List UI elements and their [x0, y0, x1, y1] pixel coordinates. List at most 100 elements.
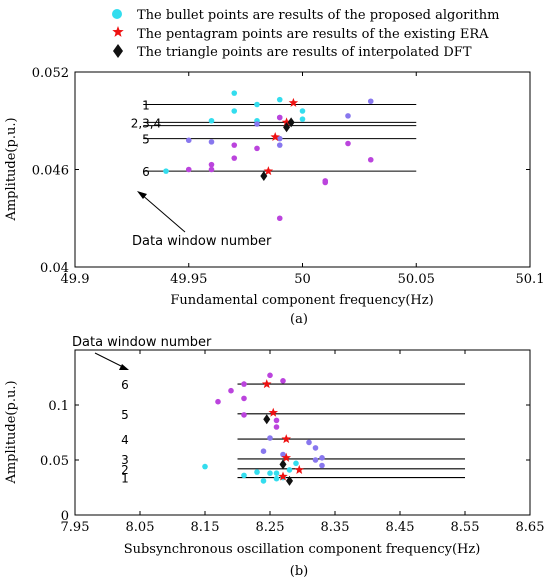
data-point-dot — [293, 460, 299, 467]
data-point-dot — [185, 137, 192, 144]
data-point-star — [281, 434, 292, 444]
data-point-star — [270, 132, 280, 142]
data-point-dot — [202, 463, 208, 470]
x-tick-label: 49.95 — [170, 272, 207, 287]
chart-panel-a: 12,3,456 49.9 49.95 50 50.05 50.1 0.040.0460… — [4, 66, 544, 327]
data-point-dot — [208, 166, 215, 173]
data-point-dot — [299, 108, 306, 114]
data-point-dot — [299, 116, 306, 122]
data-point-diamond — [263, 414, 271, 425]
window-number-label: 5 — [121, 408, 129, 422]
data-point-star — [261, 379, 272, 389]
data-point-dot — [312, 457, 319, 463]
data-point-dot — [273, 417, 280, 424]
legend-item-era: The pentagram points are results of the … — [112, 26, 489, 42]
window-number-label: 2,3,4 — [131, 116, 162, 130]
x-tick-label: 8.25 — [256, 520, 285, 535]
window-number-label: 1 — [121, 472, 129, 486]
x-tick-label: 8.15 — [191, 520, 220, 535]
plot-frame-b — [74, 349, 531, 516]
data-point-dot — [273, 424, 280, 430]
y-tick-label: 0.05 — [40, 454, 69, 469]
legend-label-proposed: The bullet points are results of the pro… — [137, 8, 499, 23]
data-point-star — [281, 452, 292, 462]
window-number-label: 5 — [142, 133, 150, 147]
data-point-dot — [306, 439, 312, 446]
data-point-dot — [280, 451, 286, 458]
x-tick-label: 50.1 — [516, 272, 545, 287]
window-number-label: 4 — [121, 433, 129, 447]
data-point-dot — [267, 470, 273, 477]
legend-label-era: The pentagram points are results of the … — [137, 27, 489, 42]
data-point-dot — [367, 156, 374, 163]
data-point-dot — [367, 98, 374, 105]
x-tick-label: 50.05 — [398, 272, 435, 287]
annotation-arrowhead-b — [119, 364, 129, 370]
data-point-dot — [254, 145, 260, 152]
window-number-label: 6 — [121, 378, 129, 392]
legend-label-dft: The triangle points are results of inter… — [137, 45, 472, 60]
data-point-dot — [267, 435, 273, 441]
data-point-dot — [208, 139, 215, 145]
data-point-dot — [215, 398, 221, 405]
data-point-dot — [322, 179, 329, 186]
annotation-a: Data window number — [132, 191, 272, 249]
data-point-dot — [267, 372, 273, 379]
data-point-dot — [241, 472, 247, 479]
data-point-dot — [254, 101, 260, 108]
x-axis-label-a: Fundamental component frequency(Hz) — [170, 293, 433, 308]
data-point-dot — [276, 96, 283, 103]
legend: The bullet points are results of the pro… — [112, 8, 499, 60]
legend-item-proposed: The bullet points are results of the pro… — [112, 8, 499, 23]
data-point-diamond — [286, 475, 293, 486]
x-tick-label: 8.55 — [451, 520, 480, 535]
data-point-star — [263, 166, 274, 176]
data-point-dot — [273, 470, 280, 477]
data-point-dot — [163, 168, 169, 174]
annotation-arrow-line-b — [94, 352, 126, 369]
x-tick-label: 7.95 — [61, 520, 90, 535]
data-point-dot — [260, 478, 267, 484]
panel-caption-a: (a) — [290, 312, 308, 327]
data-point-dot — [276, 215, 283, 222]
annotation-text-b: Data window number — [72, 335, 212, 350]
data-point-dot — [231, 155, 238, 161]
data-point-dot — [231, 108, 238, 114]
annotation-arrowhead-a — [137, 191, 147, 199]
x-ticks-a: 49.9 49.95 50 50.05 50.1 — [61, 72, 545, 287]
data-point-dot — [276, 114, 283, 121]
y-tick-label: 0.046 — [32, 164, 69, 179]
data-point-dot — [241, 412, 247, 418]
data-point-star — [294, 464, 305, 474]
x-tick-label: 8.35 — [321, 520, 350, 535]
data-point-star — [278, 471, 288, 481]
data-point-diamond — [260, 171, 268, 181]
data-point-diamond — [283, 122, 291, 133]
data-point-dot — [276, 142, 283, 148]
data-point-dot — [254, 469, 260, 475]
legend-star-marker — [112, 26, 124, 37]
data-point-dot — [241, 381, 247, 387]
y-tick-label: 0 — [61, 509, 69, 524]
annotation-b: Data window number — [72, 335, 212, 370]
data-point-dot — [345, 140, 351, 147]
legend-item-dft: The triangle points are results of inter… — [113, 44, 472, 60]
data-point-dot — [228, 387, 234, 394]
y-tick-label: 0.04 — [40, 261, 69, 276]
data-point-dot — [286, 467, 293, 473]
data-point-dot — [276, 135, 283, 142]
data-point-star — [288, 97, 299, 107]
y-ticks-b: 0 0.05 0.1 — [40, 399, 530, 524]
y-axis-label-a: Amplitude(p.u.) — [4, 117, 19, 221]
data-point-dot — [319, 455, 325, 461]
x-axis-label-b: Subsynchronous oscillation component fre… — [124, 542, 481, 557]
annotation-text-a: Data window number — [132, 234, 272, 249]
data-point-dot — [319, 462, 325, 469]
data-point-dot — [312, 445, 319, 451]
reference-lines-b — [237, 383, 465, 479]
data-point-dot — [208, 117, 215, 124]
data-points-b — [202, 372, 325, 486]
y-axis-label-b: Amplitude(p.u.) — [4, 380, 19, 484]
